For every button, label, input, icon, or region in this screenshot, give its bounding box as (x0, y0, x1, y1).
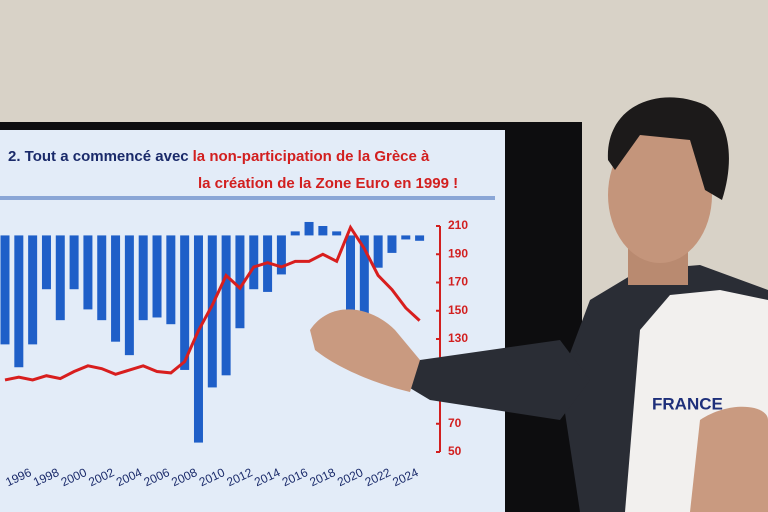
bar (69, 235, 79, 290)
bar (276, 235, 286, 275)
bar (152, 235, 162, 318)
hand (690, 406, 768, 512)
bar (55, 235, 65, 321)
shirt-text: FRANCE (652, 394, 723, 413)
bar (97, 235, 107, 321)
bar (124, 235, 134, 356)
sleeve (380, 340, 590, 420)
bar (138, 235, 148, 321)
bar (359, 235, 369, 322)
bar (415, 235, 425, 241)
bar (207, 235, 217, 388)
title-part: 2. Tout a commencé avec (8, 148, 189, 165)
bar (346, 235, 355, 315)
bar (290, 231, 300, 236)
bar (401, 235, 411, 240)
bar (111, 235, 121, 342)
bar (332, 231, 342, 236)
bar (235, 235, 245, 329)
bar (83, 235, 93, 310)
y2-tick-label: 210 (448, 218, 468, 232)
bar (166, 235, 176, 325)
bar (14, 235, 24, 368)
bar (304, 221, 314, 236)
title-part: la non-participation de la Grèce à (193, 148, 430, 165)
bar (221, 235, 231, 376)
title: 2. Tout a commencé avec la non-participat… (8, 148, 430, 165)
bar (387, 235, 397, 253)
bar (249, 235, 259, 290)
bar (41, 235, 51, 290)
bar (180, 235, 190, 370)
bar (373, 235, 383, 268)
y2-tick-label: 190 (448, 246, 468, 260)
y2-tick-label: 50 (448, 444, 462, 458)
tv-screen (0, 130, 505, 512)
y2-tick-label: 130 (448, 331, 468, 345)
y2-tick-label: 170 (448, 275, 468, 289)
bar (28, 235, 38, 345)
y2-tick-label: 70 (448, 416, 462, 430)
hair (607, 97, 729, 200)
hand (310, 309, 420, 392)
title-rule (0, 196, 495, 200)
bar (318, 226, 328, 236)
debt-line (4, 224, 421, 382)
bar (0, 235, 10, 345)
head (608, 127, 712, 263)
bar (193, 235, 203, 443)
title-line: la création de la Zone Euro en 1999 ! (198, 175, 458, 192)
y2-tick-label: 150 (448, 303, 468, 317)
